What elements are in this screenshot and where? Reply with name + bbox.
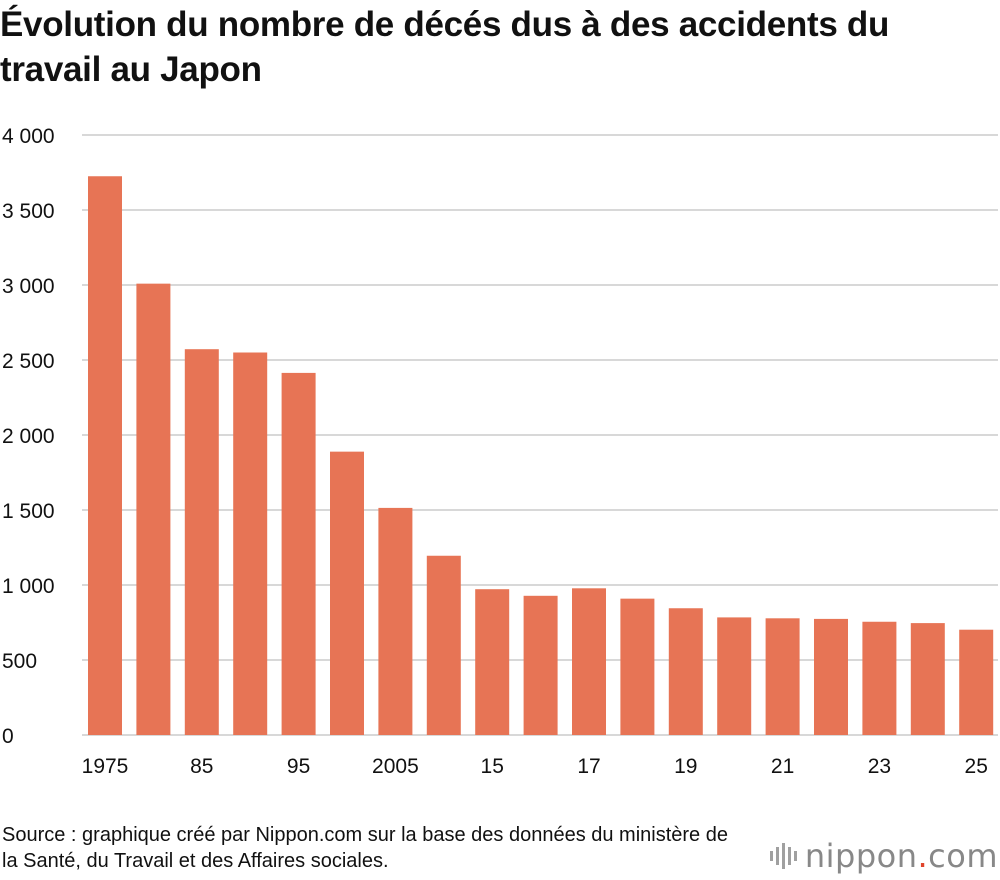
bar (862, 621, 897, 735)
y-tick-label: 3 500 (2, 200, 55, 223)
bar (523, 595, 558, 735)
bar (281, 372, 316, 735)
x-tick-label: 21 (771, 755, 794, 778)
y-tick-label: 4 000 (2, 125, 55, 148)
bar (620, 598, 655, 735)
bar (765, 618, 800, 735)
y-tick-label: 1 000 (2, 575, 55, 598)
bar (88, 176, 122, 735)
logo-text: nippon.com (804, 837, 998, 875)
nippon-logo: nippon.com (769, 836, 998, 876)
y-tick-label: 3 000 (2, 275, 55, 298)
x-tick-label: 19 (674, 755, 697, 778)
bar (136, 283, 171, 735)
nippon-logo-bars-icon (769, 841, 797, 871)
bar-chart: 0 500 1 000 1 500 2 000 2 500 3 000 3 500 4 000 1… (2, 125, 998, 778)
bar (426, 555, 461, 735)
bar (910, 623, 945, 735)
logo-dot: . (917, 837, 929, 875)
y-tick-label: 2 000 (2, 425, 55, 448)
bar (330, 451, 364, 735)
x-tick-label: 85 (190, 755, 213, 778)
bar (475, 589, 510, 735)
bar (572, 588, 606, 735)
bar (959, 629, 994, 735)
bar (668, 608, 703, 735)
x-tick-label: 95 (287, 755, 310, 778)
bar (184, 349, 219, 735)
x-tick-label: 17 (577, 755, 600, 778)
y-tick-label: 500 (2, 650, 37, 673)
bar (717, 617, 752, 735)
bar (814, 618, 848, 735)
x-tick-label: 15 (481, 755, 504, 778)
chart-title: Évolution du nombre de décés dus à des a… (0, 5, 890, 89)
x-tick-label: 25 (965, 755, 988, 778)
x-tick-label: 1975 (82, 755, 129, 778)
y-tick-label: 1 500 (2, 500, 55, 523)
x-tick-label: 2005 (372, 755, 419, 778)
y-tick-label: 2 500 (2, 350, 55, 373)
source-note: Source : graphique créé par Nippon.com s… (2, 824, 728, 872)
x-tick-label: 23 (868, 755, 891, 778)
bar (233, 352, 268, 735)
bar (378, 507, 413, 735)
y-tick-label: 0 (2, 725, 14, 748)
